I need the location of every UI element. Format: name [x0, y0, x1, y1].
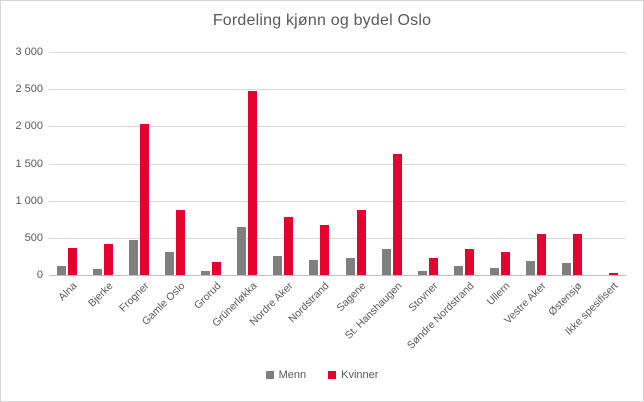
bar-group	[301, 52, 337, 275]
y-axis-tick-label: 1 500	[15, 157, 43, 170]
bar-kvinner-9[interactable]	[356, 210, 366, 275]
gridline	[49, 52, 626, 53]
bar-menn-14[interactable]	[525, 261, 535, 275]
bar-menn-1[interactable]	[57, 266, 67, 275]
bar-kvinner-10[interactable]	[392, 154, 402, 275]
legend-item-menn[interactable]: Menn	[265, 369, 307, 381]
bar-kvinner-2[interactable]	[104, 244, 114, 275]
bar-group	[590, 52, 626, 275]
bar-group	[554, 52, 590, 275]
bar-menn-11[interactable]	[417, 271, 427, 275]
bar-group	[85, 52, 121, 275]
bar-kvinner-12[interactable]	[464, 249, 474, 275]
bar-menn-6[interactable]	[237, 227, 247, 275]
gridline	[49, 237, 626, 239]
bar-menn-7[interactable]	[273, 256, 283, 275]
legend-label-menn: Menn	[278, 369, 307, 381]
bar-group	[49, 52, 85, 275]
bar-kvinner-14[interactable]	[536, 234, 546, 275]
bar-kvinner-1[interactable]	[68, 248, 78, 275]
bar-menn-10[interactable]	[381, 249, 391, 275]
bar-kvinner-15[interactable]	[572, 234, 582, 275]
legend-swatch-kvinner-icon	[328, 371, 337, 379]
gridline	[49, 126, 626, 128]
bar-group	[446, 52, 482, 275]
bar-menn-4[interactable]	[165, 252, 175, 275]
y-axis-tick-label: 2 500	[15, 83, 43, 96]
y-axis-tick-label: 2 000	[15, 120, 43, 133]
legend-label-kvinner: Kvinner	[341, 369, 379, 381]
legend-item-kvinner[interactable]: Kvinner	[328, 369, 378, 381]
bar-group	[374, 52, 410, 275]
gridline	[49, 200, 626, 202]
bar-group	[229, 52, 265, 275]
bar-kvinner-16[interactable]	[608, 273, 618, 275]
bar-menn-15[interactable]	[561, 263, 571, 275]
bar-kvinner-6[interactable]	[248, 91, 258, 275]
bar-kvinner-5[interactable]	[212, 262, 222, 275]
bar-group	[482, 52, 518, 275]
bar-menn-5[interactable]	[201, 271, 211, 275]
legend: Menn Kvinner	[1, 369, 643, 381]
bar-series-container	[49, 52, 626, 275]
bar-menn-3[interactable]	[129, 240, 139, 275]
gridline	[49, 89, 626, 91]
y-axis-tick-label: 3 000	[15, 46, 43, 58]
y-axis-tick-label: 0	[36, 269, 43, 281]
y-axis-tick-label: 1 000	[15, 194, 43, 207]
bar-group	[518, 52, 554, 275]
bar-kvinner-7[interactable]	[284, 217, 294, 275]
bar-kvinner-11[interactable]	[428, 258, 438, 275]
bar-kvinner-3[interactable]	[140, 124, 150, 275]
bar-kvinner-8[interactable]	[320, 225, 330, 275]
bar-group	[338, 52, 374, 275]
gridline	[49, 163, 626, 165]
bar-menn-2[interactable]	[93, 269, 103, 275]
bar-menn-13[interactable]	[489, 268, 499, 275]
y-axis-tick-label: 500	[24, 231, 43, 244]
bar-group	[265, 52, 301, 275]
bar-menn-8[interactable]	[309, 260, 319, 275]
chart-title: Fordeling kjønn og bydel Oslo	[212, 12, 432, 29]
bar-menn-12[interactable]	[453, 266, 463, 275]
bar-group	[193, 52, 229, 275]
plot-area	[49, 52, 626, 276]
bar-kvinner-13[interactable]	[500, 252, 510, 275]
legend-swatch-menn-icon	[265, 371, 274, 379]
bar-menn-9[interactable]	[345, 258, 355, 275]
bar-group	[121, 52, 157, 275]
bar-kvinner-4[interactable]	[176, 210, 186, 275]
bar-group	[157, 52, 193, 275]
bar-group	[410, 52, 446, 275]
